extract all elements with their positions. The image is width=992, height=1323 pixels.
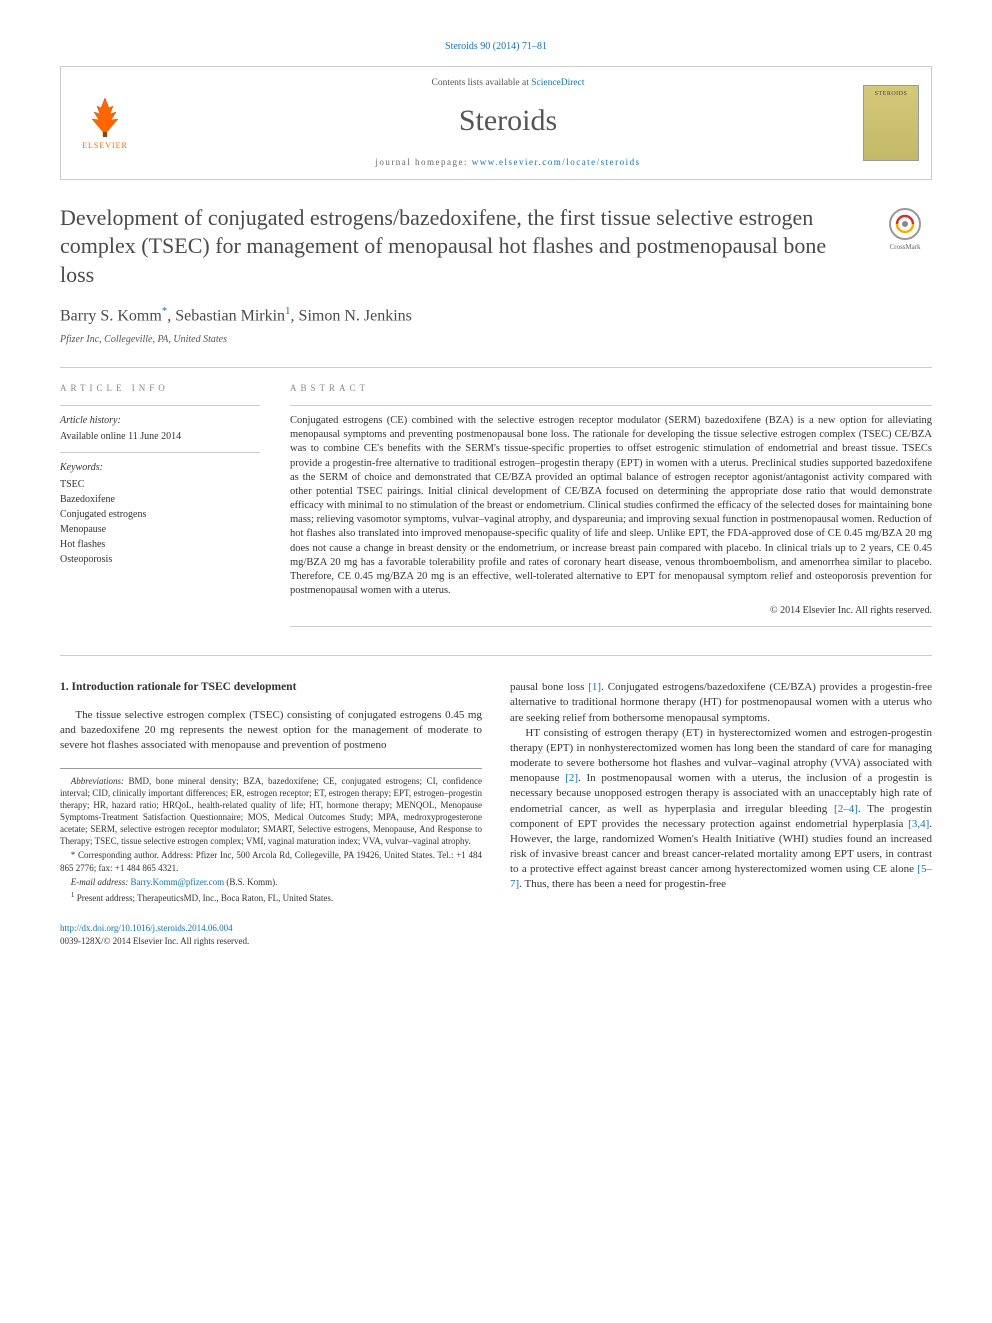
divider-1 — [60, 367, 932, 368]
info-abstract-row: ARTICLE INFO Article history: Available … — [60, 382, 932, 635]
section-1-heading: 1. Introduction rationale for TSEC devel… — [60, 680, 482, 696]
present-address: 1 Present address; TherapeuticsMD, Inc.,… — [60, 890, 482, 904]
abbr-text: BMD, bone mineral density; BZA, bazedoxi… — [60, 776, 482, 847]
header-center: Contents lists available at ScienceDirec… — [153, 77, 863, 169]
issn-copyright: 0039-128X/© 2014 Elsevier Inc. All right… — [60, 935, 932, 948]
email-suffix: (B.S. Komm). — [224, 877, 277, 887]
info-label: ARTICLE INFO — [60, 382, 260, 395]
elsevier-name: ELSEVIER — [82, 140, 128, 151]
author-2: Sebastian Mirkin — [175, 307, 285, 324]
body-text: 1. Introduction rationale for TSEC devel… — [60, 680, 932, 904]
contents-prefix: Contents lists available at — [431, 78, 531, 88]
author-2-mark[interactable]: 1 — [285, 305, 291, 317]
abbreviations: Abbreviations: BMD, bone mineral density… — [60, 775, 482, 848]
title-row: Development of conjugated estrogens/baze… — [60, 204, 932, 290]
keyword-2: Conjugated estrogens — [60, 507, 260, 522]
divider-2 — [60, 655, 932, 656]
page: Steroids 90 (2014) 71–81 ELSEVIER Conten… — [0, 0, 992, 977]
para-1b: pausal bone loss [1]. Conjugated estroge… — [510, 680, 932, 726]
elsevier-tree-icon — [83, 94, 127, 138]
homepage-link[interactable]: www.elsevier.com/locate/steroids — [472, 157, 641, 167]
article-title: Development of conjugated estrogens/baze… — [60, 204, 878, 290]
crossmark-badge[interactable]: CrossMark — [878, 204, 932, 258]
present-text: Present address; TherapeuticsMD, Inc., B… — [75, 893, 334, 903]
abbr-label: Abbreviations: — [71, 776, 124, 786]
keyword-5: Osteoporosis — [60, 552, 260, 567]
journal-cover-title: STEROIDS — [864, 90, 918, 98]
keywords: Keywords: TSEC Bazedoxifene Conjugated e… — [60, 461, 260, 567]
ref-2-4[interactable]: [2–4] — [834, 803, 858, 815]
email-link[interactable]: Barry.Komm@pfizer.com — [130, 877, 224, 887]
p2-post: . Thus, there has been a need for proges… — [519, 878, 726, 890]
keyword-1: Bazedoxifene — [60, 492, 260, 507]
ref-1[interactable]: [1] — [588, 681, 601, 693]
article-info: ARTICLE INFO Article history: Available … — [60, 382, 260, 635]
keyword-3: Menopause — [60, 522, 260, 537]
doi-link[interactable]: http://dx.doi.org/10.1016/j.steroids.201… — [60, 923, 233, 933]
crossmark-icon — [889, 208, 921, 240]
keywords-label: Keywords: — [60, 461, 260, 475]
keyword-4: Hot flashes — [60, 537, 260, 552]
top-citation: Steroids 90 (2014) 71–81 — [60, 40, 932, 54]
author-3: Simon N. Jenkins — [299, 307, 412, 324]
abstract-copyright: © 2014 Elsevier Inc. All rights reserved… — [290, 604, 932, 618]
footnotes: Abbreviations: BMD, bone mineral density… — [60, 768, 482, 904]
ref-3-4[interactable]: [3,4] — [908, 818, 929, 830]
journal-name: Steroids — [153, 100, 863, 142]
history-label: Article history: — [60, 414, 260, 428]
para-2: HT consisting of estrogen therapy (ET) i… — [510, 726, 932, 893]
p1b-pre: pausal bone loss — [510, 681, 588, 693]
email-line: E-mail address: Barry.Komm@pfizer.com (B… — [60, 876, 482, 888]
homepage-prefix: journal homepage: — [375, 157, 471, 167]
abstract-divider — [290, 405, 932, 406]
history-value: Available online 11 June 2014 — [60, 431, 181, 442]
contents-line: Contents lists available at ScienceDirec… — [153, 77, 863, 90]
para-1a: The tissue selective estrogen complex (T… — [60, 708, 482, 754]
affiliation: Pfizer Inc, Collegeville, PA, United Sta… — [60, 333, 932, 347]
journal-cover: STEROIDS — [863, 85, 919, 161]
corr-text: Corresponding author. Address: Pfizer In… — [60, 850, 482, 872]
info-divider-2 — [60, 452, 260, 453]
citation-link[interactable]: Steroids 90 (2014) 71–81 — [445, 41, 547, 52]
author-1: Barry S. Komm — [60, 307, 162, 324]
sciencedirect-link[interactable]: ScienceDirect — [531, 78, 584, 88]
info-divider-1 — [60, 405, 260, 406]
journal-homepage: journal homepage: www.elsevier.com/locat… — [153, 156, 863, 169]
abstract-divider-2 — [290, 626, 932, 627]
abstract-label: ABSTRACT — [290, 382, 932, 395]
abstract-text: Conjugated estrogens (CE) combined with … — [290, 414, 932, 598]
ref-2[interactable]: [2] — [565, 772, 578, 784]
corresponding-author: * Corresponding author. Address: Pfizer … — [60, 849, 482, 873]
doi-line: http://dx.doi.org/10.1016/j.steroids.201… — [60, 922, 932, 935]
author-1-mark[interactable]: * — [162, 305, 168, 317]
crossmark-label: CrossMark — [889, 243, 920, 253]
article-history: Article history: Available online 11 Jun… — [60, 414, 260, 444]
keyword-0: TSEC — [60, 477, 260, 492]
journal-header: ELSEVIER Contents lists available at Sci… — [60, 66, 932, 180]
elsevier-logo: ELSEVIER — [73, 87, 137, 159]
email-label: E-mail address: — [71, 877, 128, 887]
authors: Barry S. Komm*, Sebastian Mirkin1, Simon… — [60, 304, 932, 328]
abstract: ABSTRACT Conjugated estrogens (CE) combi… — [290, 382, 932, 635]
